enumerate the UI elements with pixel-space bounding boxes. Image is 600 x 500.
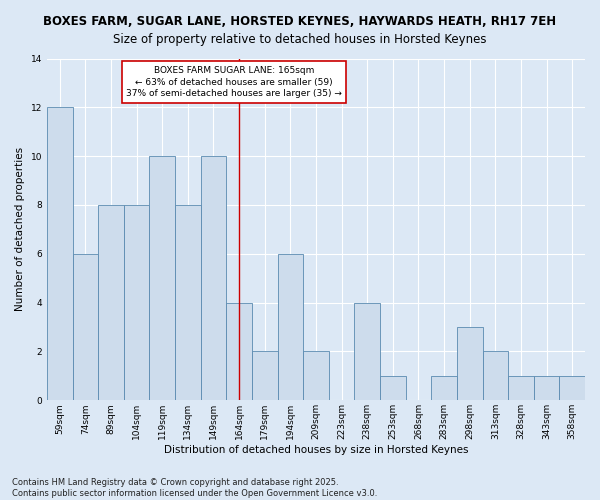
Bar: [303, 352, 329, 401]
Bar: [534, 376, 559, 400]
Bar: [98, 205, 124, 400]
Text: Contains HM Land Registry data © Crown copyright and database right 2025.
Contai: Contains HM Land Registry data © Crown c…: [12, 478, 377, 498]
Bar: [457, 327, 482, 400]
Bar: [559, 376, 585, 400]
Bar: [431, 376, 457, 400]
Bar: [355, 302, 380, 400]
Bar: [482, 352, 508, 401]
Bar: [124, 205, 149, 400]
Bar: [200, 156, 226, 400]
Bar: [226, 302, 252, 400]
Bar: [508, 376, 534, 400]
Bar: [252, 352, 278, 401]
Bar: [149, 156, 175, 400]
Bar: [175, 205, 200, 400]
Bar: [380, 376, 406, 400]
Bar: [47, 108, 73, 401]
Bar: [73, 254, 98, 400]
Bar: [278, 254, 303, 400]
Text: BOXES FARM SUGAR LANE: 165sqm
← 63% of detached houses are smaller (59)
37% of s: BOXES FARM SUGAR LANE: 165sqm ← 63% of d…: [126, 66, 342, 98]
Text: BOXES FARM, SUGAR LANE, HORSTED KEYNES, HAYWARDS HEATH, RH17 7EH: BOXES FARM, SUGAR LANE, HORSTED KEYNES, …: [43, 15, 557, 28]
X-axis label: Distribution of detached houses by size in Horsted Keynes: Distribution of detached houses by size …: [164, 445, 468, 455]
Text: Size of property relative to detached houses in Horsted Keynes: Size of property relative to detached ho…: [113, 32, 487, 46]
Y-axis label: Number of detached properties: Number of detached properties: [15, 148, 25, 312]
